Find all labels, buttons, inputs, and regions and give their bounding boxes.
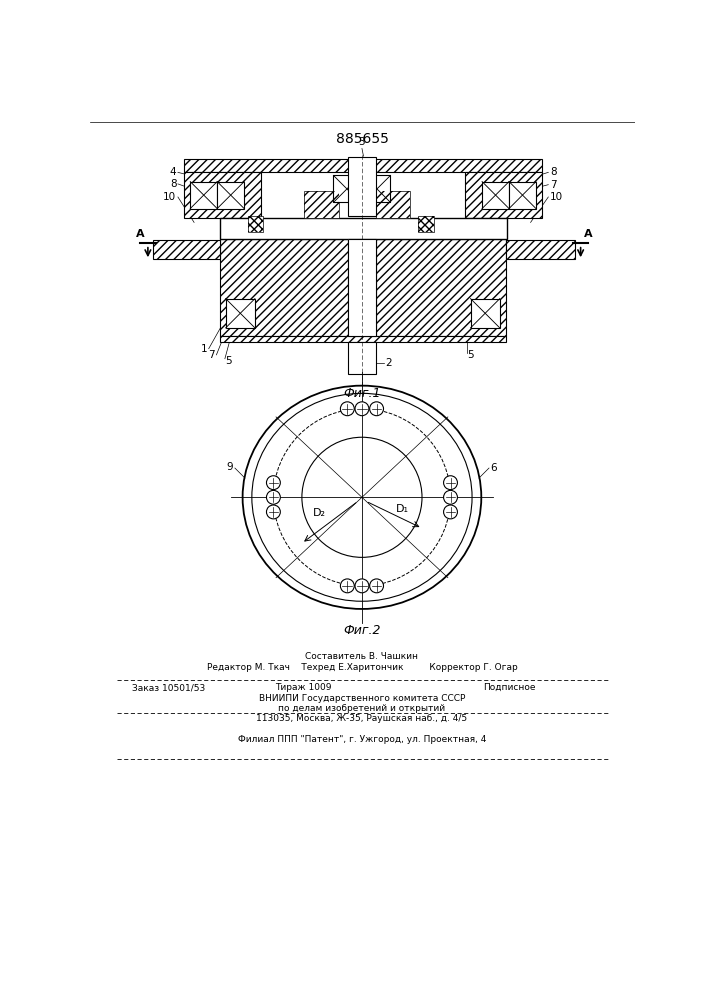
Bar <box>153 240 219 259</box>
Circle shape <box>443 490 457 504</box>
Bar <box>465 172 542 218</box>
Text: 6: 6 <box>491 463 497 473</box>
Bar <box>376 191 411 218</box>
Circle shape <box>370 402 383 416</box>
Bar <box>465 172 542 218</box>
Bar <box>509 182 536 209</box>
Bar <box>506 240 575 259</box>
Text: Подписное: Подписное <box>483 683 535 692</box>
Text: 10: 10 <box>163 192 176 202</box>
Ellipse shape <box>243 386 481 609</box>
Text: по делам изобретений и открытий: по делам изобретений и открытий <box>279 704 445 713</box>
Bar <box>348 239 376 336</box>
Circle shape <box>267 476 281 490</box>
Text: 10: 10 <box>550 192 563 202</box>
Text: Фиг.2: Фиг.2 <box>343 624 380 637</box>
Bar <box>418 216 433 232</box>
Bar <box>482 182 509 209</box>
Bar <box>219 239 348 336</box>
Ellipse shape <box>252 393 472 601</box>
Text: 9: 9 <box>227 462 233 472</box>
Bar <box>226 299 255 328</box>
Bar <box>348 239 376 336</box>
Bar <box>334 175 361 202</box>
Bar <box>304 191 339 218</box>
Text: 1: 1 <box>201 344 207 354</box>
Text: 113035, Москва, Ж-35, Раушская наб., д. 4/5: 113035, Москва, Ж-35, Раушская наб., д. … <box>257 714 467 723</box>
Bar <box>217 182 244 209</box>
Bar <box>219 336 506 342</box>
Text: 7: 7 <box>550 180 556 190</box>
Bar <box>363 175 390 202</box>
Text: Заказ 10501/53: Заказ 10501/53 <box>132 683 206 692</box>
Text: 8: 8 <box>170 179 176 189</box>
Circle shape <box>267 490 281 504</box>
Text: Составитель В. Чашкин: Составитель В. Чашкин <box>305 652 419 661</box>
Bar <box>248 216 264 232</box>
Bar <box>471 299 500 328</box>
Bar <box>184 158 542 172</box>
Bar <box>348 342 376 374</box>
Text: 885655: 885655 <box>336 132 388 146</box>
Bar <box>184 172 261 218</box>
Circle shape <box>370 579 383 593</box>
Circle shape <box>302 437 422 557</box>
Circle shape <box>443 476 457 490</box>
Text: Филиал ППП "Патент", г. Ужгород, ул. Проектная, 4: Филиал ППП "Патент", г. Ужгород, ул. Про… <box>238 735 486 744</box>
Text: Тираж 1009: Тираж 1009 <box>275 683 332 692</box>
Bar <box>376 239 506 336</box>
Text: 3: 3 <box>358 137 366 147</box>
Text: D₂: D₂ <box>313 508 326 518</box>
Bar <box>376 191 411 218</box>
Text: 2: 2 <box>385 358 392 368</box>
Bar <box>184 158 542 172</box>
Text: А-А: А-А <box>351 356 373 369</box>
Bar <box>219 336 506 342</box>
Bar <box>304 191 339 218</box>
Bar <box>506 240 575 259</box>
Text: D₁: D₁ <box>395 504 409 514</box>
Text: A: A <box>136 229 144 239</box>
Bar <box>219 218 508 239</box>
Circle shape <box>443 505 457 519</box>
Text: 5: 5 <box>225 356 231 366</box>
Text: 8: 8 <box>550 167 556 177</box>
Circle shape <box>340 402 354 416</box>
Circle shape <box>355 402 369 416</box>
Text: Редактор М. Ткач    Техред Е.Харитончик         Корректор Г. Огар: Редактор М. Ткач Техред Е.Харитончик Кор… <box>206 663 518 672</box>
Bar <box>348 157 376 216</box>
Bar <box>190 182 217 209</box>
Text: Фиг.1: Фиг.1 <box>343 387 380 400</box>
Text: ВНИИПИ Государственного комитета СССР: ВНИИПИ Государственного комитета СССР <box>259 694 465 703</box>
Bar <box>418 216 433 232</box>
Circle shape <box>340 579 354 593</box>
Bar <box>184 172 261 218</box>
Bar <box>376 239 506 336</box>
Text: 5: 5 <box>467 350 474 360</box>
Bar <box>248 216 264 232</box>
Circle shape <box>267 505 281 519</box>
Bar <box>219 239 348 336</box>
Bar <box>153 240 219 259</box>
Text: 7: 7 <box>209 350 215 360</box>
Circle shape <box>355 579 369 593</box>
Text: A: A <box>584 229 592 239</box>
Text: 4: 4 <box>170 167 176 177</box>
